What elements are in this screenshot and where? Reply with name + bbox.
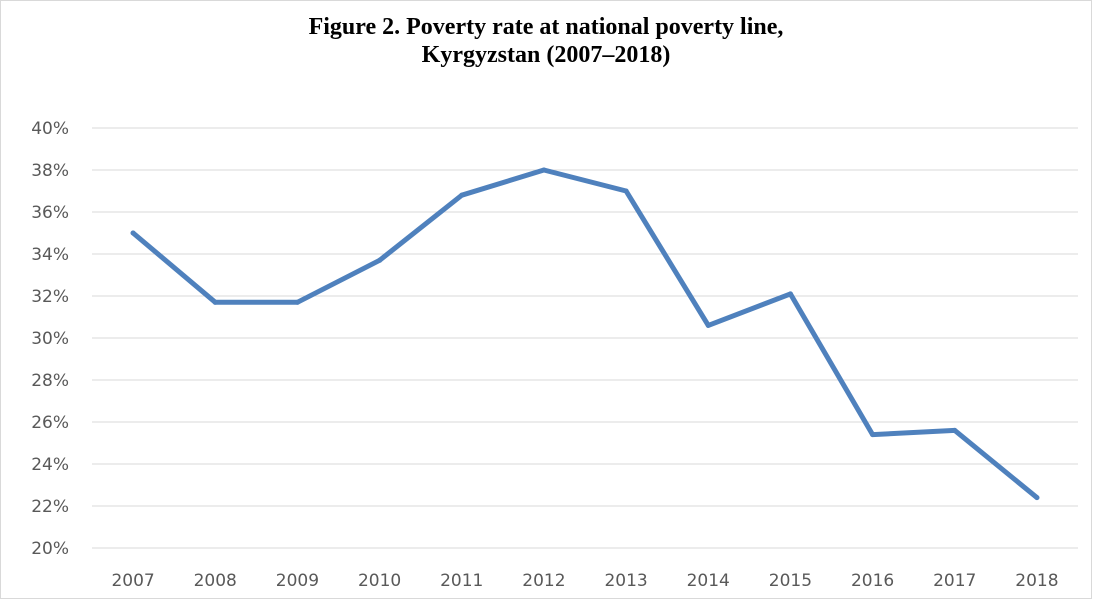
y-tick-label: 22% [31, 497, 69, 517]
x-tick-label: 2013 [604, 571, 647, 591]
data-point-2017 [952, 427, 958, 433]
x-tick-label: 2015 [769, 571, 812, 591]
data-point-2012 [541, 167, 547, 173]
chart-title: Figure 2. Poverty rate at national pover… [308, 14, 784, 68]
x-tick-label: 2016 [851, 571, 894, 591]
y-tick-label: 34% [31, 245, 69, 265]
y-tick-label: 40% [31, 119, 69, 139]
data-point-2018 [1034, 495, 1040, 501]
data-point-2009 [294, 299, 300, 305]
x-axis-ticks: 2007 2008 2009 2010 2011 2012 2013 2014 2015 2016… [111, 571, 1058, 591]
y-tick-label: 32% [31, 287, 69, 307]
data-point-2010 [377, 257, 383, 263]
x-tick-label: 2010 [358, 571, 401, 591]
data-point-2015 [787, 291, 793, 297]
x-tick-label: 2008 [194, 571, 237, 591]
data-point-2008 [212, 299, 218, 305]
x-tick-label: 2014 [687, 571, 730, 591]
y-tick-label: 20% [31, 539, 69, 559]
series-line [130, 167, 1040, 501]
y-tick-label: 28% [31, 371, 69, 391]
gridlines [92, 127, 1078, 549]
x-tick-label: 2017 [933, 571, 976, 591]
x-tick-label: 2009 [276, 571, 319, 591]
x-tick-label: 2018 [1015, 571, 1058, 591]
series-layer [130, 167, 1040, 501]
y-tick-label: 36% [31, 203, 69, 223]
x-tick-label: 2007 [111, 571, 154, 591]
x-tick-label: 2011 [440, 571, 483, 591]
data-point-2014 [705, 322, 711, 328]
x-tick-label: 2012 [522, 571, 565, 591]
y-axis-ticks: 20% 22% 24% 26% 28% 30% 32% 34% 36% 38% 40% [31, 119, 69, 559]
y-tick-label: 38% [31, 161, 69, 181]
data-point-2007 [130, 230, 136, 236]
data-point-2016 [870, 432, 876, 438]
y-tick-label: 30% [31, 329, 69, 349]
y-tick-label: 26% [31, 413, 69, 433]
data-point-2013 [623, 188, 629, 194]
y-tick-label: 24% [31, 455, 69, 475]
data-point-2011 [459, 192, 465, 198]
